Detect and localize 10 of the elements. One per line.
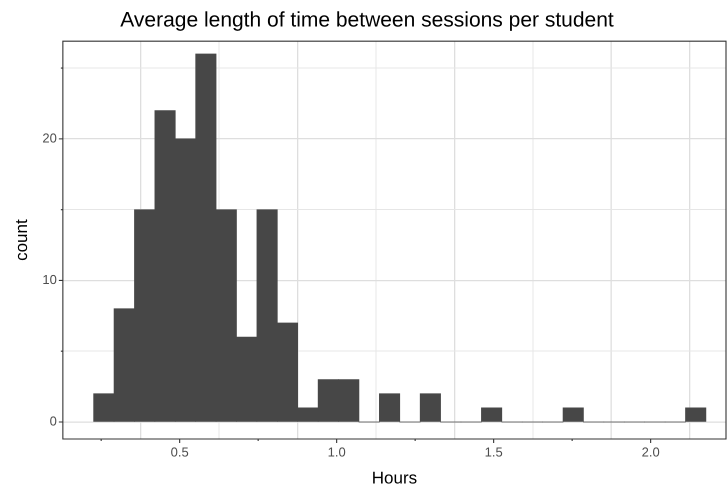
- x-axis-title: Hours: [372, 468, 418, 488]
- y-tick-label: 10: [42, 272, 57, 288]
- y-axis-title: count: [12, 219, 31, 261]
- x-tick-label: 1.5: [484, 444, 503, 460]
- x-tick-label: 0.5: [170, 444, 189, 460]
- y-tick-label: 20: [42, 130, 57, 146]
- y-tick-label: 0: [50, 414, 57, 429]
- chart-title: Average length of time between sessions per student: [120, 8, 614, 32]
- text: 2.0: [642, 444, 660, 460]
- text: 1.0: [328, 444, 346, 460]
